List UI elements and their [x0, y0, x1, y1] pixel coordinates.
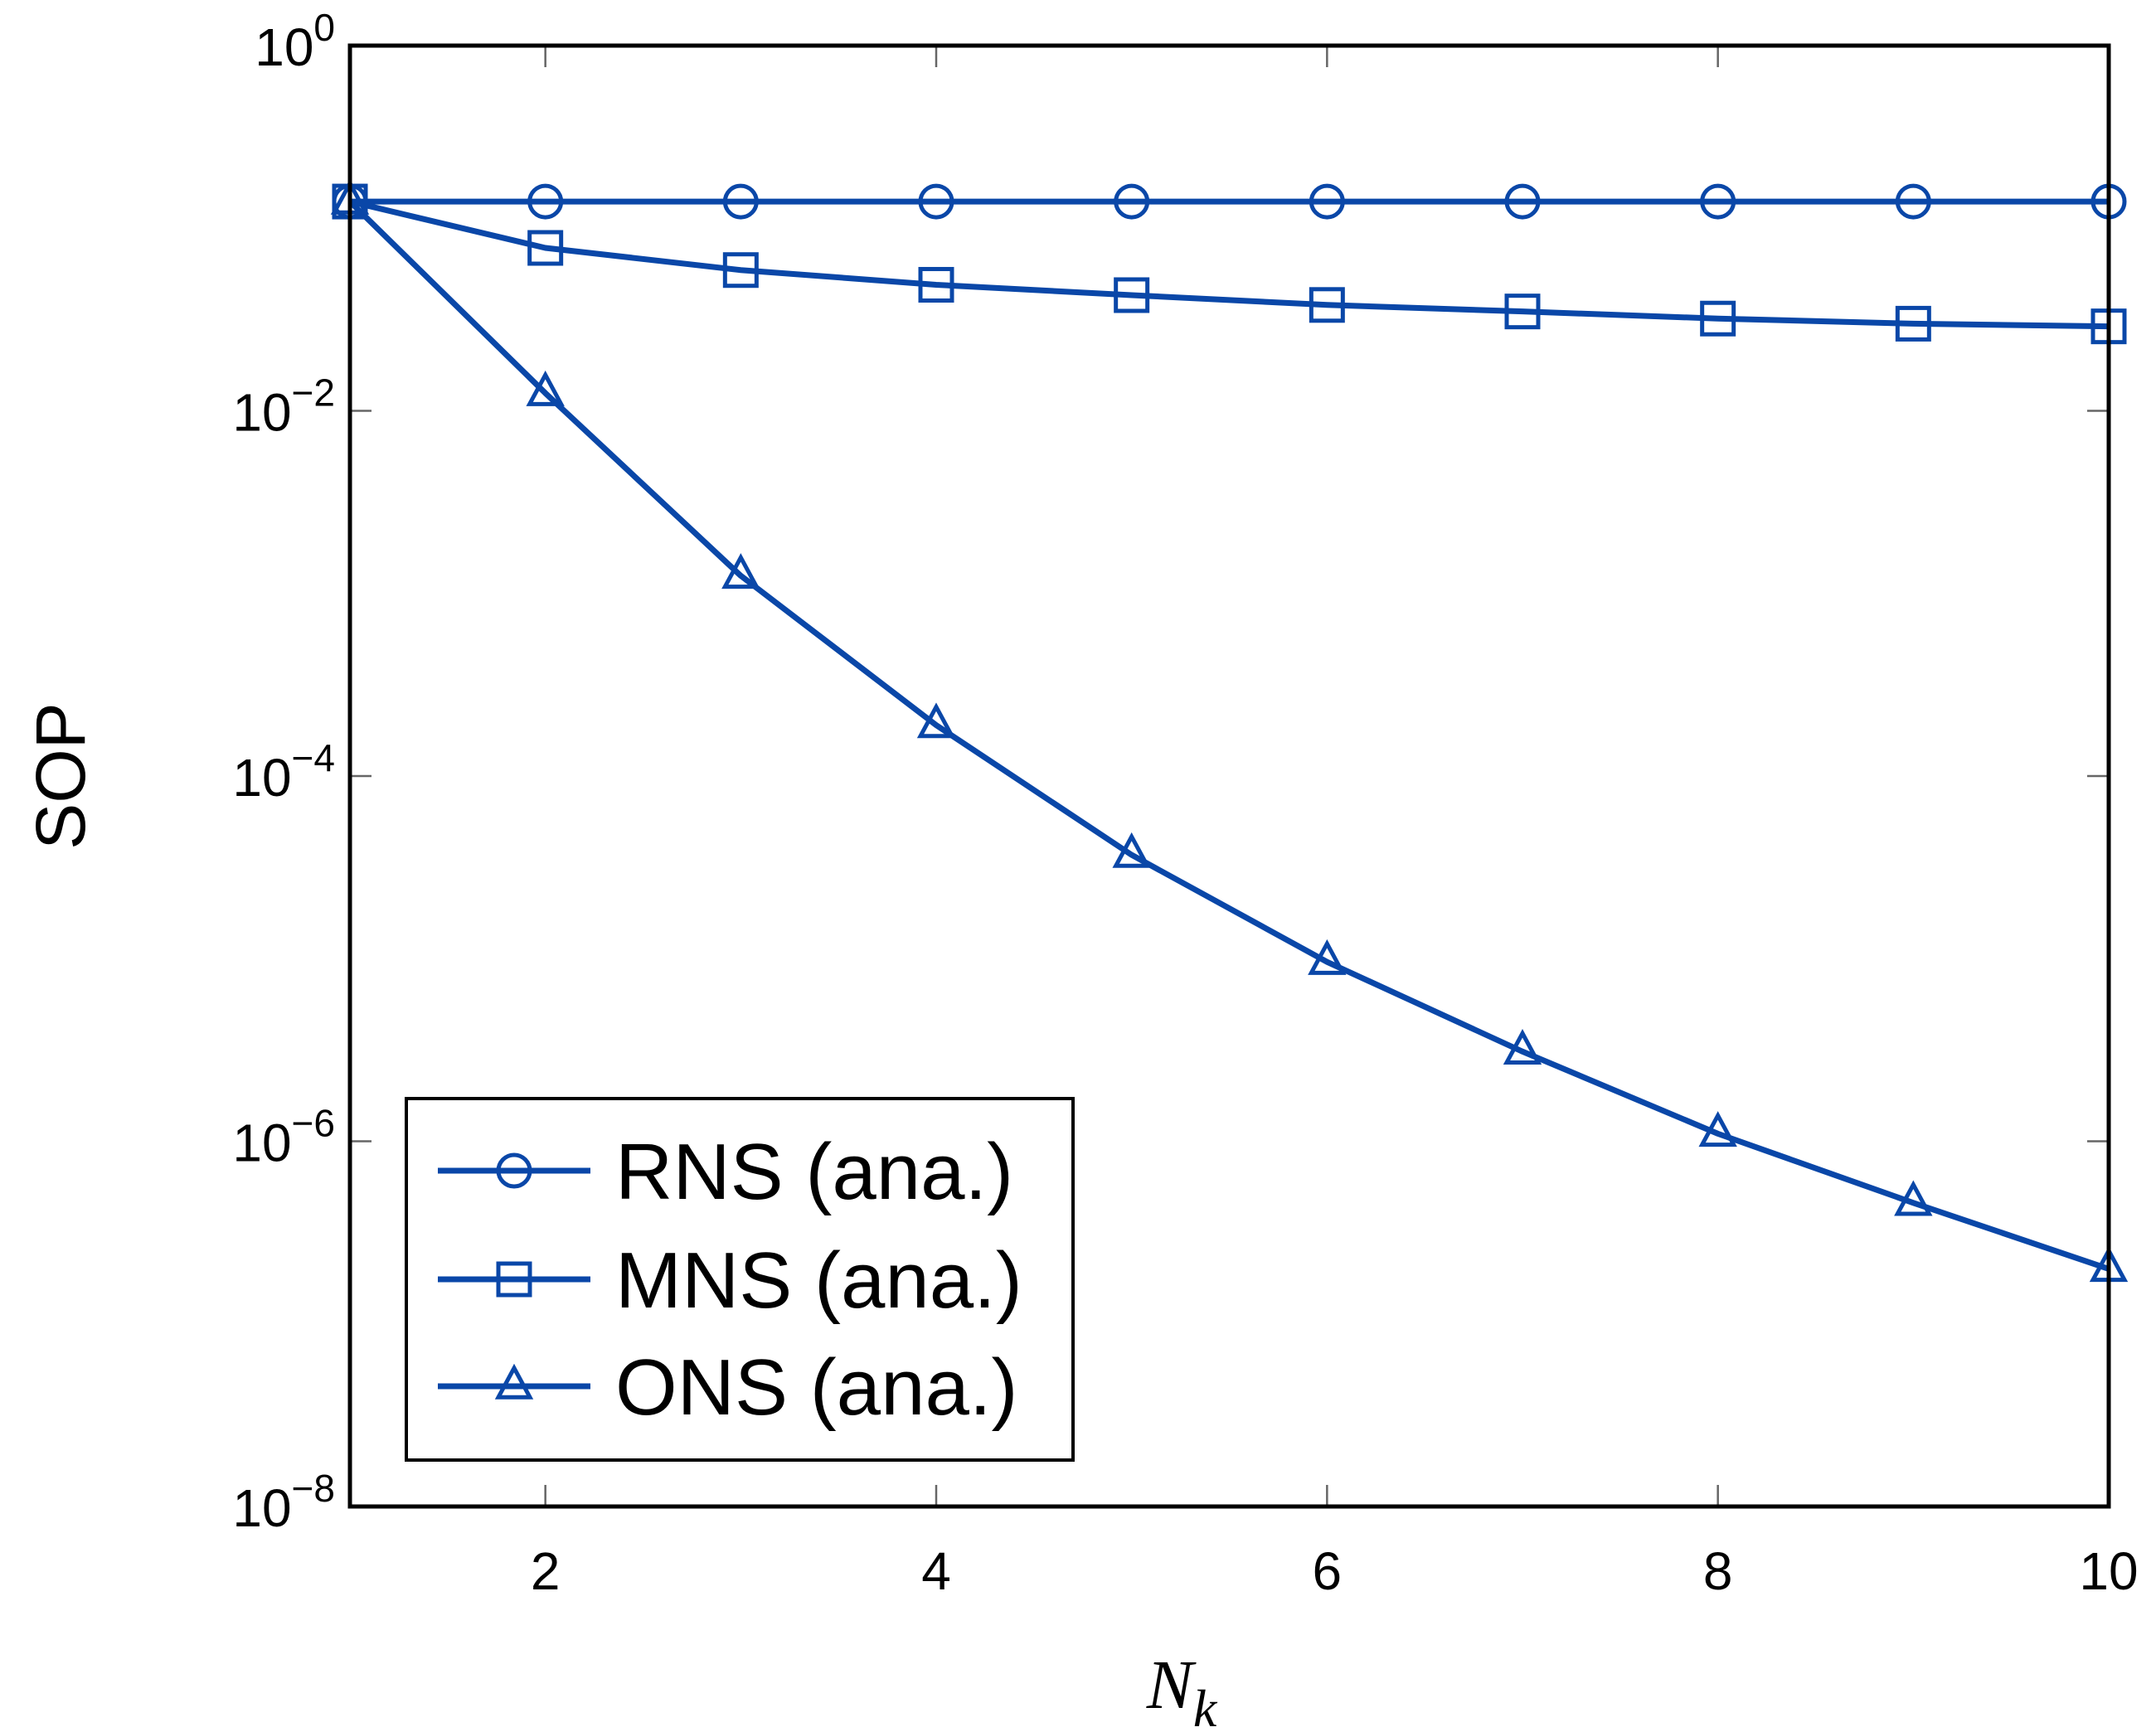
- x-tick-label: 4: [921, 1541, 951, 1601]
- series-circle: [332, 183, 2127, 220]
- legend-entry: MNS (ana.): [438, 1236, 1022, 1325]
- y-tick-label: 10−2: [232, 371, 335, 443]
- y-tick-label: 100: [255, 6, 335, 77]
- y-tick-label: 10−4: [232, 736, 335, 808]
- x-tick-label: 10: [2079, 1541, 2138, 1601]
- series-line: [347, 199, 2110, 1272]
- legend-marker-triangle: [494, 1363, 534, 1400]
- data-point-square: [527, 230, 564, 266]
- legend: RNS (ana.) MNS (ana.) ONS (ana.): [405, 1097, 1075, 1462]
- series-square: [332, 183, 2127, 345]
- series-layer: [330, 178, 2129, 1283]
- data-point-square: [1504, 294, 1541, 330]
- data-point-circle: [527, 183, 564, 220]
- data-point-square: [918, 266, 954, 303]
- data-point-triangle: [1112, 832, 1151, 868]
- data-point-circle: [1114, 183, 1150, 220]
- data-point-triangle: [1894, 1180, 1933, 1216]
- legend-entry: RNS (ana.): [438, 1128, 1013, 1216]
- y-axis-title: SOP: [22, 702, 100, 849]
- x-axis-subscript: k: [1193, 1679, 1218, 1732]
- data-point-triangle: [721, 553, 760, 589]
- data-point-square: [1114, 277, 1150, 313]
- data-point-circle: [1700, 183, 1736, 220]
- x-axis-title: Nk: [1146, 1647, 1218, 1732]
- x-tick-label: 6: [1313, 1541, 1343, 1601]
- x-tick-label: 2: [531, 1541, 561, 1601]
- y-tick-label: 10−8: [232, 1467, 335, 1538]
- data-point-square: [1895, 305, 1931, 342]
- y-tick-label: 10−6: [232, 1102, 335, 1173]
- legend-label: RNS (ana.): [615, 1128, 1013, 1216]
- data-point-circle: [918, 183, 954, 220]
- data-point-triangle: [1698, 1111, 1737, 1147]
- legend-marker-circle: [496, 1152, 532, 1189]
- legend-label: MNS (ana.): [615, 1236, 1022, 1325]
- x-tick-label: 8: [1703, 1541, 1733, 1601]
- data-point-triangle: [916, 702, 956, 739]
- series-triangle: [330, 178, 2129, 1283]
- legend-entry: ONS (ana.): [438, 1343, 1017, 1432]
- data-point-circle: [722, 183, 759, 220]
- data-point-circle: [1504, 183, 1541, 220]
- data-point-triangle: [1503, 1029, 1542, 1065]
- data-point-triangle: [1308, 939, 1347, 975]
- data-point-triangle: [526, 370, 565, 406]
- tick-labels: 2 4 6 8 10 100 10−2 10−4 10−6 10−8: [232, 6, 2138, 1601]
- plot-frame: [347, 43, 2111, 1509]
- legend-marker-square: [496, 1261, 532, 1298]
- legend-label: ONS (ana.): [615, 1343, 1017, 1432]
- data-point-circle: [1309, 183, 1345, 220]
- data-point-square: [1309, 287, 1345, 323]
- data-point-square: [1700, 300, 1736, 337]
- data-point-circle: [1895, 183, 1931, 220]
- series-line: [349, 198, 2110, 330]
- data-point-square: [722, 252, 759, 289]
